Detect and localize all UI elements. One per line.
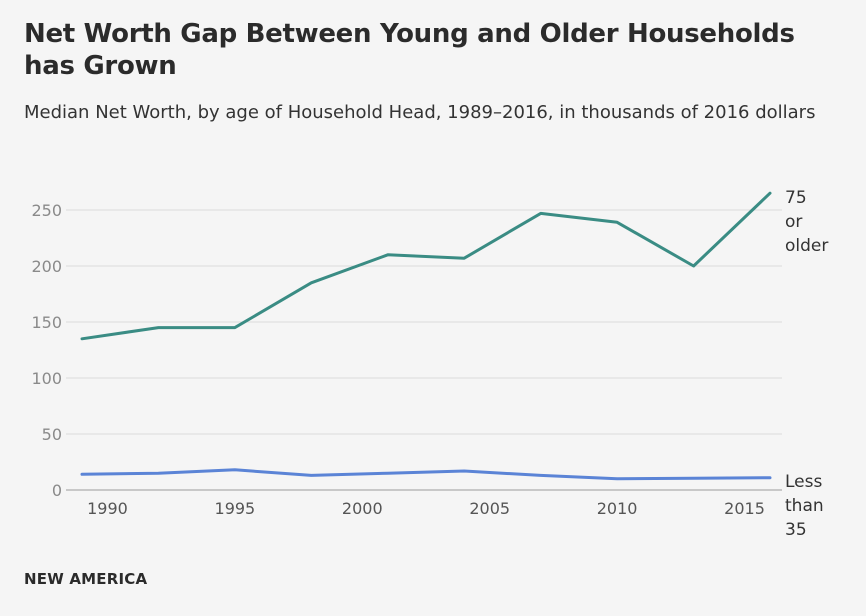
grid-lines [66,209,782,491]
series-label: 75 or older [785,188,828,256]
x-axis-ticks: 1990 1995 2000 2005 2010 2015 [87,499,765,518]
y-tick-label: 200 [31,257,62,276]
y-tick-label: 250 [31,201,62,220]
x-tick-label: 2010 [597,499,638,518]
publisher-logo: NEW AMERICA [24,570,148,588]
y-tick-label: 0 [52,481,62,500]
x-tick-label: 2005 [469,499,510,518]
x-tick-label: 1990 [87,499,128,518]
chart-title: Net Worth Gap Between Young and Older Ho… [24,19,795,81]
y-tick-label: 100 [31,369,62,388]
x-tick-label: 2015 [724,499,765,518]
chart-subtitle: Median Net Worth, by age of Household He… [24,102,816,123]
series-line [80,468,772,481]
y-tick-label: 150 [31,313,62,332]
series-label: Less than 35 [785,472,824,540]
series-labels: 75 or older Less than 35 [785,188,828,540]
y-axis-ticks: 0 50 100 150 200 250 [31,201,62,500]
x-tick-label: 1995 [215,499,256,518]
series-line [80,191,772,341]
x-tick-label: 2000 [342,499,383,518]
series-lines [80,191,772,481]
y-tick-label: 50 [42,425,62,444]
